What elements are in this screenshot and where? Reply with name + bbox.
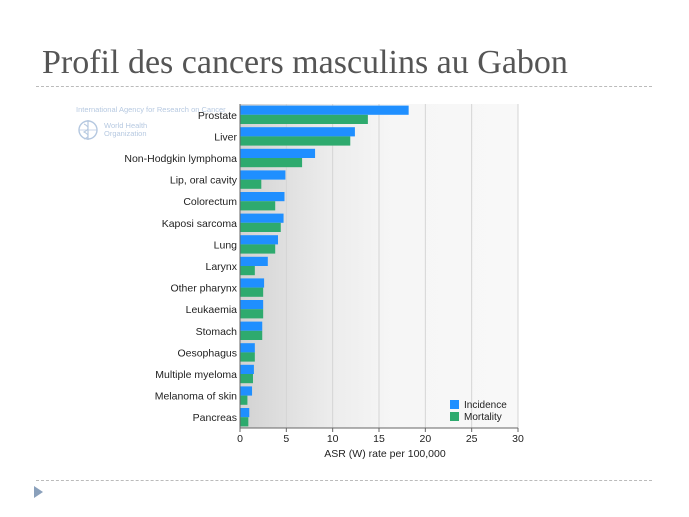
bar-incidence-11 [240, 343, 255, 353]
x-tick-label: 15 [373, 433, 385, 445]
title-divider [36, 86, 652, 87]
bar-incidence-10 [240, 321, 263, 331]
bar-mortality-6 [240, 244, 276, 254]
bar-incidence-1 [240, 127, 355, 137]
bar-incidence-0 [240, 105, 409, 115]
x-tick-label: 10 [327, 433, 339, 445]
gridlines [285, 104, 519, 428]
bar-mortality-2 [240, 158, 303, 168]
category-label: Larynx [205, 261, 237, 273]
bar-mortality-7 [240, 266, 255, 276]
category-labels: Prostate Liver Non-Hodgkin lymphoma Lip, or… [124, 110, 237, 424]
who-iarc-logo: International Agency for Research on Can… [76, 105, 226, 140]
bullet-arrow-icon [34, 486, 43, 498]
bar-incidence-12 [240, 364, 254, 374]
bar-mortality-1 [240, 136, 351, 146]
bar-mortality-13 [240, 395, 248, 405]
category-label: Oesophagus [177, 347, 237, 359]
x-tick-label: 25 [466, 433, 478, 445]
slide-title: Profil des cancers masculins au Gabon [42, 44, 568, 81]
x-tick-label: 5 [283, 433, 289, 445]
category-label: Kaposi sarcoma [162, 218, 237, 230]
bar-incidence-4 [240, 192, 285, 202]
category-label: Melanoma of skin [155, 391, 237, 403]
bar-mortality-4 [240, 201, 276, 211]
bar-incidence-9 [240, 300, 264, 310]
category-label: Lung [214, 239, 238, 251]
legend-swatch-incidence [450, 400, 459, 409]
x-tick-label: 20 [419, 433, 431, 445]
x-axis: 0 5 10 15 20 25 30 [237, 104, 524, 445]
category-label: Prostate [198, 110, 237, 122]
category-label: Lip, oral cavity [170, 175, 238, 187]
who-logo-line2: Organization [104, 129, 147, 138]
category-label: Leukaemia [186, 304, 238, 316]
bar-mortality-0 [240, 114, 368, 124]
bar-incidence-14 [240, 408, 250, 418]
category-label: Other pharynx [170, 283, 237, 295]
category-label: Pancreas [193, 412, 237, 424]
legend-label-incidence: Incidence [464, 400, 507, 411]
legend-label-mortality: Mortality [464, 412, 502, 423]
iarc-logo-text: International Agency for Research on Can… [76, 105, 226, 114]
legend-swatch-mortality [450, 412, 459, 421]
bar-incidence-2 [240, 148, 316, 158]
bars [240, 105, 409, 427]
bar-incidence-5 [240, 213, 284, 223]
category-label: Liver [214, 131, 237, 143]
bar-mortality-10 [240, 330, 263, 340]
category-label: Colorectum [183, 196, 237, 208]
bar-mortality-14 [240, 417, 249, 427]
footer-divider [36, 480, 652, 481]
bar-incidence-7 [240, 256, 268, 266]
bar-incidence-3 [240, 170, 286, 180]
who-logo-line1: World Health [104, 121, 147, 130]
bar-mortality-5 [240, 222, 281, 232]
bar-mortality-3 [240, 179, 262, 189]
bar-incidence-6 [240, 235, 278, 245]
category-label: Multiple myeloma [155, 369, 237, 381]
bar-incidence-13 [240, 386, 253, 396]
who-emblem-icon [78, 120, 98, 140]
bar-mortality-9 [240, 309, 264, 319]
x-axis-label: ASR (W) rate per 100,000 [324, 448, 446, 460]
category-label: Non-Hodgkin lymphoma [124, 153, 237, 165]
bar-mortality-11 [240, 352, 255, 362]
bar-mortality-12 [240, 374, 253, 384]
x-tick-label: 30 [512, 433, 524, 445]
category-label: Stomach [196, 326, 238, 338]
bar-mortality-8 [240, 287, 264, 297]
x-tick-label: 0 [237, 433, 243, 445]
bar-incidence-8 [240, 278, 265, 288]
